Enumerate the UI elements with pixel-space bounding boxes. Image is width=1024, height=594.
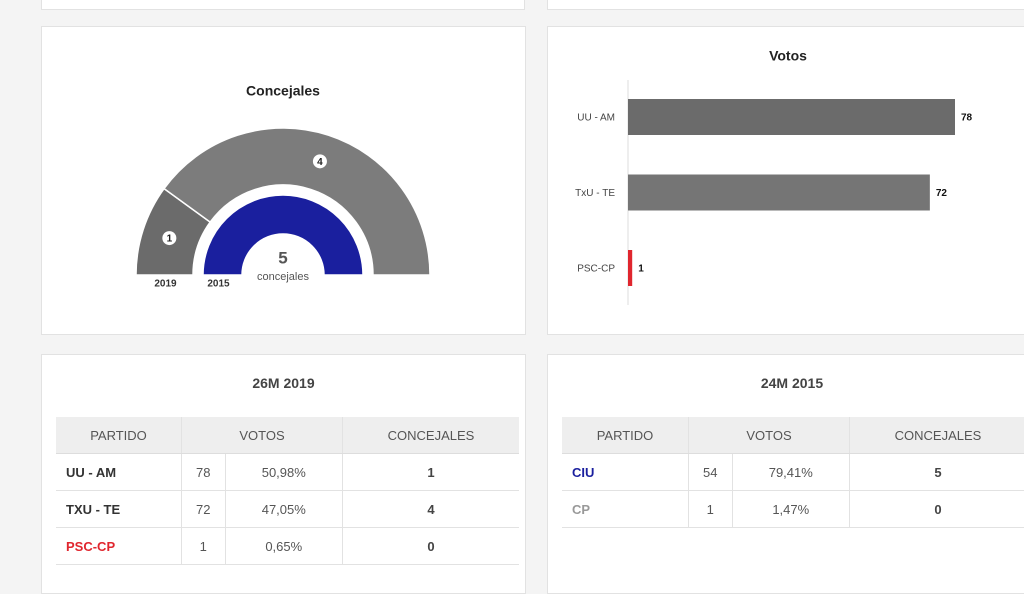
party-cell: PSC-CP [56, 528, 182, 565]
votes-cell: 54 [689, 454, 733, 491]
center-label: concejales [257, 271, 309, 283]
party-cell: CIU [562, 454, 689, 491]
votes-cell: 1 [689, 491, 733, 528]
value-label: 4 [317, 157, 323, 168]
value-label: 78 [961, 113, 973, 124]
center-value: 5 [278, 248, 287, 267]
bar [628, 250, 632, 286]
bar [628, 99, 955, 135]
percent-cell: 0,65% [225, 528, 342, 565]
category-label: TxU - TE [575, 188, 615, 199]
seats-cell: 5 [850, 454, 1024, 491]
percent-cell: 1,47% [732, 491, 849, 528]
charts: Concejales 1 4 2019 2015 5 concejales Votos UU -… [0, 0, 1024, 340]
seats-cell: 4 [343, 491, 520, 528]
party-cell: TXU - TE [56, 491, 182, 528]
seats-cell: 1 [343, 454, 520, 491]
votes-cell: 78 [182, 454, 226, 491]
column-header: VOTOS [182, 417, 343, 454]
value-label: 1 [167, 234, 173, 245]
column-header: PARTIDO [56, 417, 182, 454]
percent-cell: 79,41% [732, 454, 849, 491]
value-label: 1 [638, 264, 644, 275]
table-title: 26M 2019 [42, 375, 525, 391]
column-header: CONCEJALES [343, 417, 520, 454]
party-cell: UU - AM [56, 454, 182, 491]
category-label: PSC-CP [577, 264, 615, 275]
column-header: VOTOS [689, 417, 850, 454]
column-header: CONCEJALES [850, 417, 1024, 454]
votes-cell: 72 [182, 491, 226, 528]
ring-label: 2015 [207, 279, 230, 290]
table-title: 24M 2015 [548, 375, 1024, 391]
seats-cell: 0 [850, 491, 1024, 528]
bar [628, 175, 930, 211]
ring-label: 2019 [154, 279, 177, 290]
chart-title: Concejales [246, 83, 320, 99]
category-label: UU - AM [577, 113, 615, 124]
chart-title: Votos [769, 48, 807, 64]
percent-cell: 50,98% [225, 454, 342, 491]
party-cell: CP [562, 491, 689, 528]
votes-cell: 1 [182, 528, 226, 565]
value-label: 72 [936, 188, 948, 199]
column-header: PARTIDO [562, 417, 689, 454]
seats-cell: 0 [343, 528, 520, 565]
percent-cell: 47,05% [225, 491, 342, 528]
